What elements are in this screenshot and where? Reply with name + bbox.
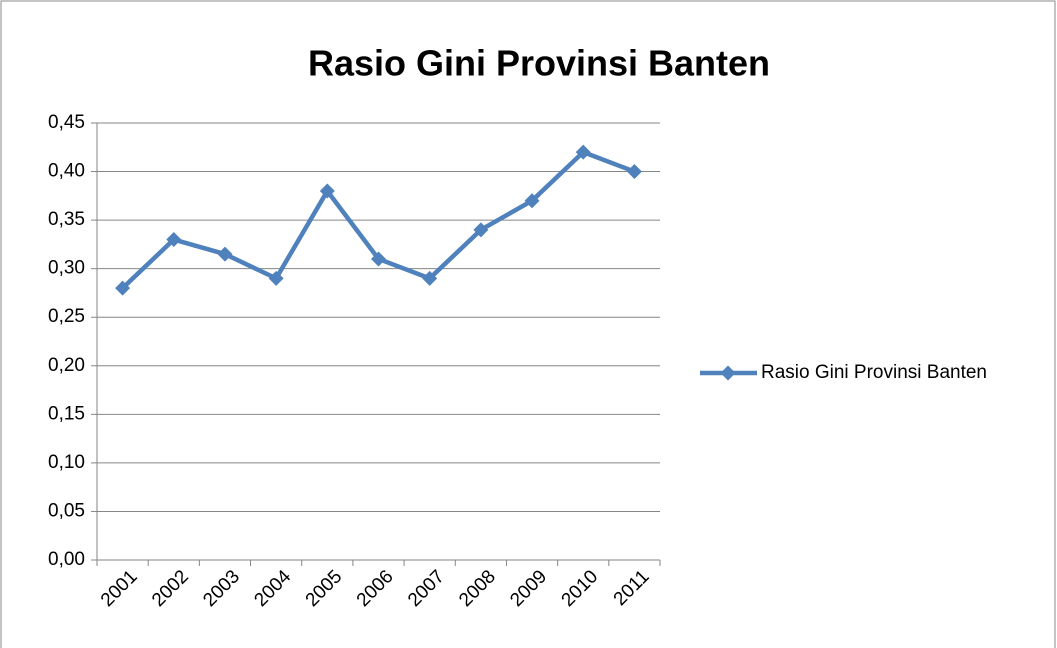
y-tick-label: 0,45 bbox=[48, 112, 85, 133]
marker bbox=[115, 280, 131, 296]
marker bbox=[268, 270, 284, 286]
marker bbox=[319, 183, 335, 199]
marker bbox=[166, 232, 182, 248]
legend-marker bbox=[720, 365, 736, 381]
y-tick-label: 0,00 bbox=[48, 549, 85, 570]
y-tick-label: 0,15 bbox=[48, 403, 85, 424]
y-tick-label: 0,25 bbox=[48, 306, 85, 327]
marker bbox=[626, 164, 642, 180]
y-tick-label: 0,05 bbox=[48, 500, 85, 521]
marker bbox=[217, 246, 233, 262]
marker bbox=[524, 193, 540, 209]
marker bbox=[575, 144, 591, 160]
marker bbox=[473, 222, 489, 238]
y-tick-label: 0,10 bbox=[48, 452, 85, 473]
y-tick-label: 0,30 bbox=[48, 258, 85, 279]
y-tick-label: 0,40 bbox=[48, 161, 85, 182]
legend-label: Rasio Gini Provinsi Banten bbox=[761, 362, 987, 383]
chart-title: Rasio Gini Provinsi Banten bbox=[308, 43, 770, 84]
y-tick-label: 0,20 bbox=[48, 355, 85, 376]
marker bbox=[422, 270, 438, 286]
y-tick-label: 0,35 bbox=[48, 209, 85, 230]
marker bbox=[371, 251, 386, 267]
